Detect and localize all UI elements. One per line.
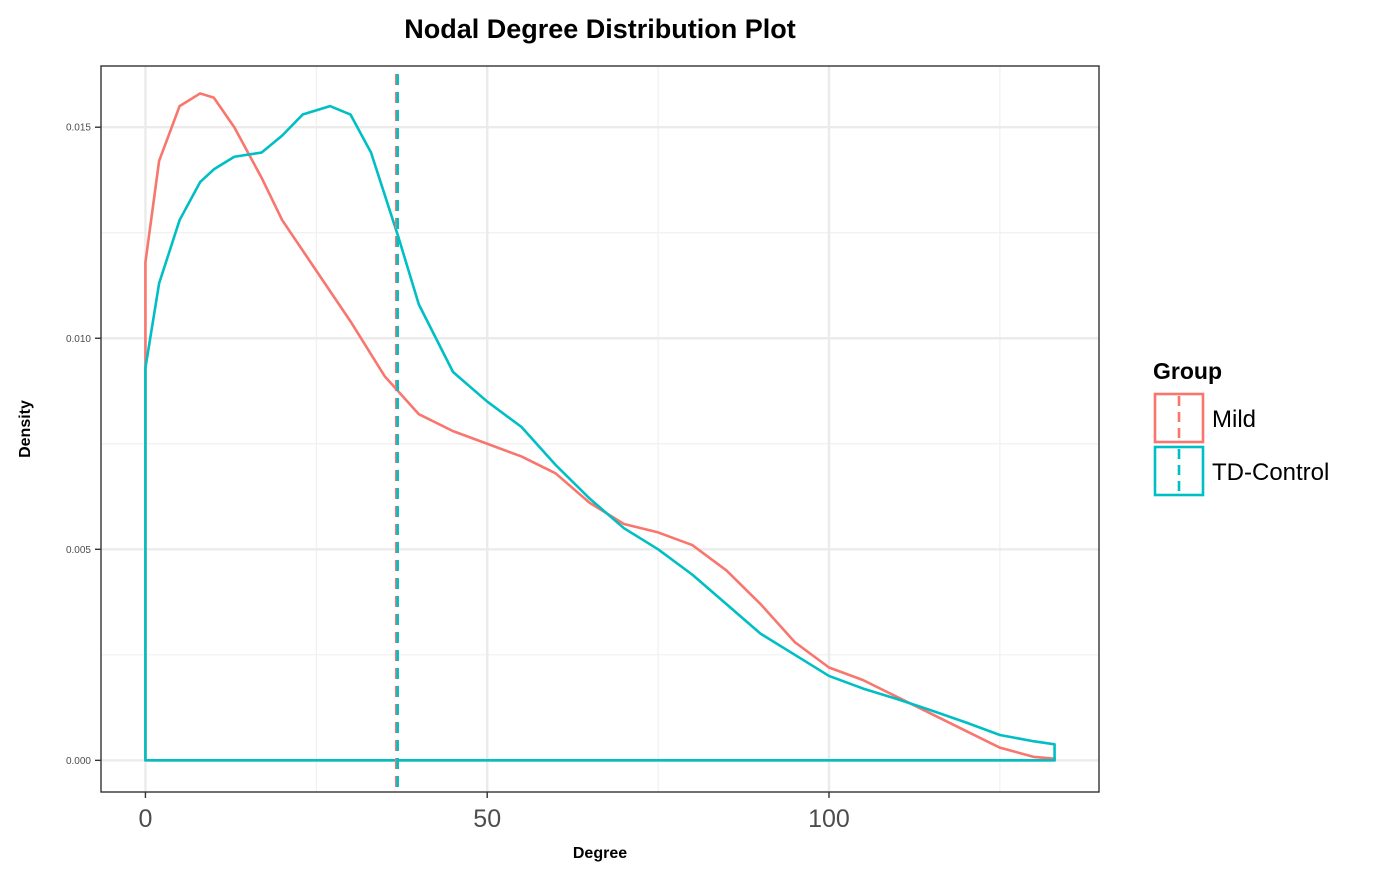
- legend-title: Group: [1153, 358, 1222, 384]
- plot-panel-border: [100, 65, 1100, 793]
- minor-grid: [101, 66, 1099, 792]
- x-tick-label: 0: [138, 805, 152, 833]
- y-tick-label: 0.000: [66, 756, 91, 767]
- series-layer: [144, 74, 1056, 792]
- legend-label-td-control: TD-Control: [1212, 459, 1329, 486]
- density-curve-mild: [144, 92, 1056, 762]
- y-tick-label: 0.010: [66, 334, 91, 345]
- plot-panel: [101, 66, 1099, 792]
- y-tick-label: 0.005: [66, 545, 91, 556]
- density-curve-td-control: [144, 104, 1056, 762]
- x-axis-label: Degree: [573, 845, 627, 862]
- axis-ticks: 0.000 0.005 0.010 0.015 0 50 100: [66, 123, 850, 833]
- legend: Group Mild TD-Control: [1153, 358, 1329, 497]
- y-axis-label: Density: [17, 400, 34, 458]
- chart-title: Nodal Degree Distribution Plot: [404, 14, 796, 44]
- x-tick-label: 100: [808, 805, 850, 833]
- legend-label-mild: Mild: [1212, 406, 1256, 433]
- x-tick-label: 50: [473, 805, 501, 833]
- y-tick-label: 0.015: [66, 123, 91, 134]
